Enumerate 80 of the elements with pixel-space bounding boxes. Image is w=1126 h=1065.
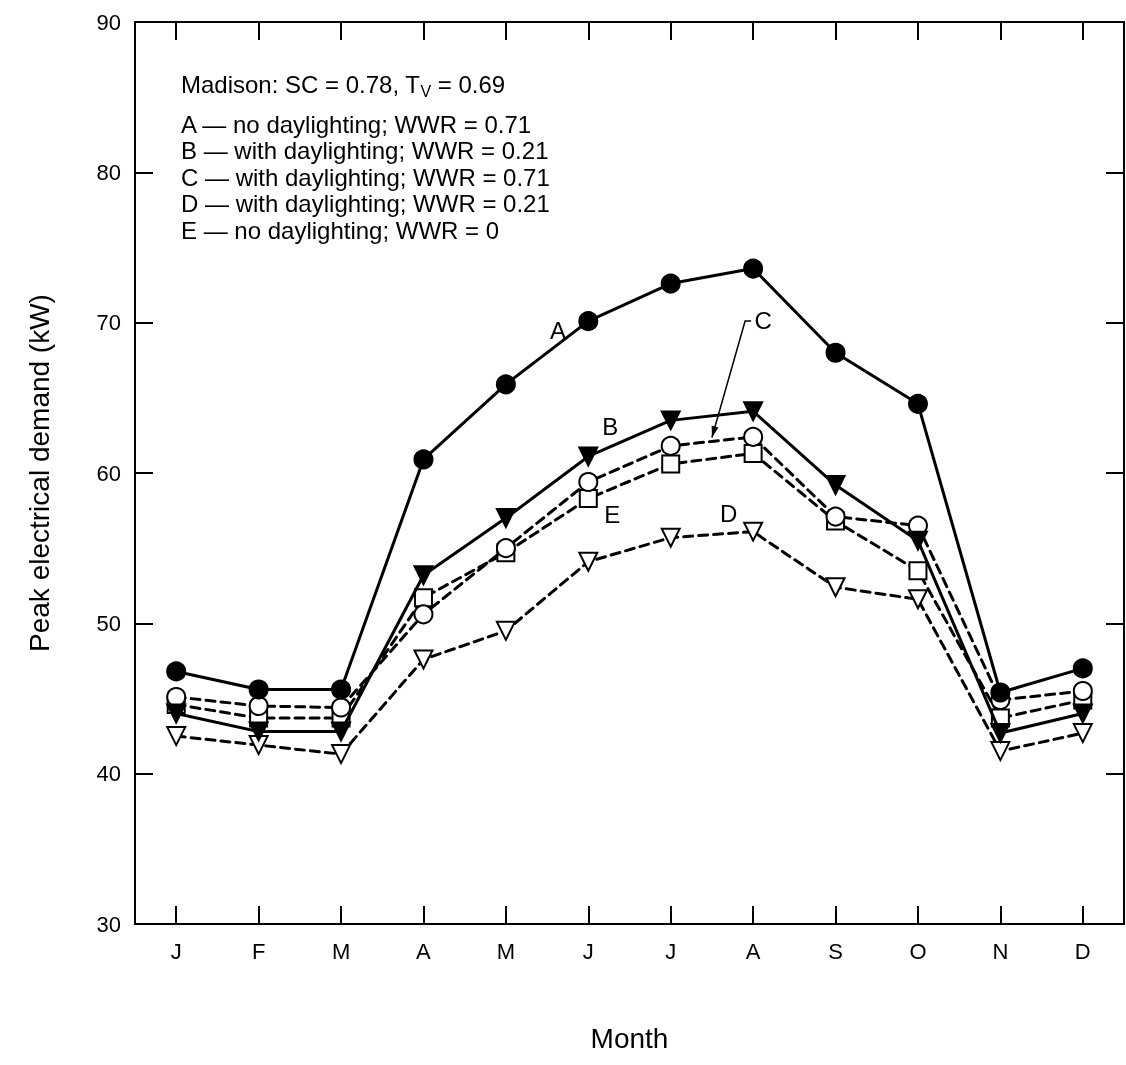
x-tick-label: M xyxy=(496,938,516,964)
point xyxy=(413,604,434,625)
x-tick-label: N xyxy=(992,938,1009,964)
point xyxy=(495,508,516,529)
point xyxy=(825,475,846,496)
point xyxy=(743,521,764,542)
point xyxy=(1072,658,1093,679)
y-tick-label: 30 xyxy=(96,911,121,937)
point xyxy=(331,679,352,700)
point xyxy=(743,401,764,422)
point xyxy=(578,489,598,509)
point xyxy=(166,661,187,682)
point xyxy=(908,561,928,581)
point xyxy=(907,393,928,414)
point xyxy=(661,454,681,474)
point xyxy=(331,697,352,718)
point xyxy=(825,506,846,527)
point xyxy=(990,723,1011,744)
point xyxy=(495,620,516,641)
series-label: A xyxy=(549,316,566,344)
y-tick-label: 50 xyxy=(96,610,121,636)
point xyxy=(166,703,187,724)
x-tick-label: A xyxy=(416,938,432,964)
y-tick-label: 60 xyxy=(96,460,121,486)
x-axis-title: Month xyxy=(590,1022,669,1054)
point xyxy=(248,721,269,742)
point xyxy=(578,311,599,332)
annotation: E — no daylighting; WWR = 0 xyxy=(181,216,500,244)
x-tick-label: J xyxy=(582,938,594,964)
annotation: B — with daylighting; WWR = 0.21 xyxy=(181,137,549,164)
point xyxy=(578,472,599,493)
y-tick-label: 90 xyxy=(96,9,121,35)
x-tick-label: F xyxy=(251,938,266,964)
annotation: D — with daylighting; WWR = 0.21 xyxy=(181,190,550,217)
series-label: E xyxy=(604,501,621,529)
point xyxy=(495,374,516,395)
point xyxy=(660,527,681,548)
point xyxy=(166,687,187,707)
point xyxy=(825,577,846,598)
point xyxy=(331,721,352,742)
x-tick-label: J xyxy=(665,938,677,964)
text: C xyxy=(754,307,772,335)
point xyxy=(413,565,434,586)
point xyxy=(495,538,516,559)
annotation: C — with daylighting; WWR = 0.71 xyxy=(181,163,550,191)
annotation: A — no daylighting; WWR = 0.71 xyxy=(181,110,532,138)
point xyxy=(1072,680,1093,701)
point xyxy=(1072,723,1093,744)
point xyxy=(248,696,269,717)
series-label: D xyxy=(720,500,738,528)
x-tick-label: A xyxy=(745,938,761,964)
point xyxy=(578,446,599,467)
point xyxy=(578,551,599,572)
point xyxy=(660,435,681,456)
point xyxy=(907,530,928,551)
point xyxy=(1072,703,1093,724)
series-label: B xyxy=(602,412,619,440)
point xyxy=(825,342,846,363)
x-tick-label: M xyxy=(331,938,351,964)
x-tick-label: J xyxy=(170,938,182,964)
point xyxy=(990,682,1011,703)
point xyxy=(743,258,764,279)
x-tick-label: O xyxy=(909,938,927,964)
point xyxy=(743,426,764,447)
point xyxy=(990,741,1011,762)
point xyxy=(413,649,434,670)
y-tick-label: 80 xyxy=(96,159,121,185)
point xyxy=(413,449,434,470)
y-axis-title: Peak electrical demand (kW) xyxy=(23,294,55,652)
x-tick-label: S xyxy=(828,938,843,964)
point xyxy=(907,589,928,610)
y-tick-label: 40 xyxy=(96,761,121,787)
point xyxy=(660,410,681,431)
point xyxy=(166,726,187,747)
point xyxy=(331,744,352,765)
y-tick-label: 70 xyxy=(96,310,121,336)
point xyxy=(660,273,681,294)
point xyxy=(248,679,269,700)
point xyxy=(743,443,763,463)
x-tick-label: D xyxy=(1074,938,1091,964)
